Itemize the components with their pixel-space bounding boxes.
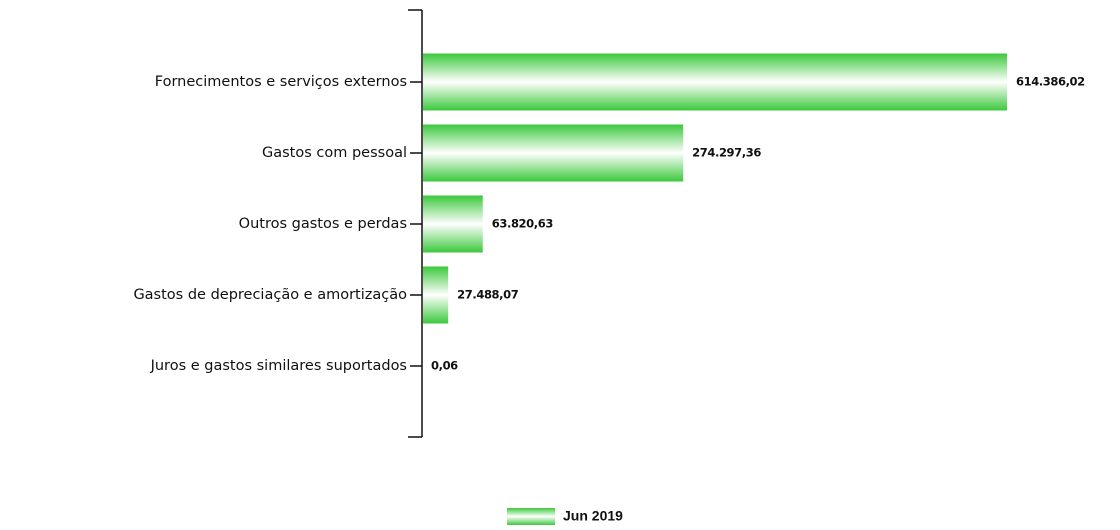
- legend-label: Jun 2019: [563, 508, 623, 524]
- category-label: Juros e gastos similares suportados: [150, 358, 407, 374]
- category-label: Gastos de depreciação e amortização: [133, 287, 407, 303]
- value-label: 0,06: [431, 359, 458, 373]
- value-label: 63.820,63: [492, 217, 554, 231]
- bar: [423, 266, 449, 324]
- legend-swatch: [507, 508, 555, 525]
- value-label: 614.386,02: [1016, 75, 1085, 89]
- bar: [423, 195, 483, 253]
- bar: [423, 124, 684, 182]
- category-label: Gastos com pessoal: [262, 145, 407, 161]
- category-label: Fornecimentos e serviços externos: [155, 74, 407, 90]
- bar: [423, 53, 1007, 111]
- category-label: Outros gastos e perdas: [239, 216, 407, 232]
- value-label: 27.488,07: [457, 288, 519, 302]
- value-label: 274.297,36: [692, 146, 761, 160]
